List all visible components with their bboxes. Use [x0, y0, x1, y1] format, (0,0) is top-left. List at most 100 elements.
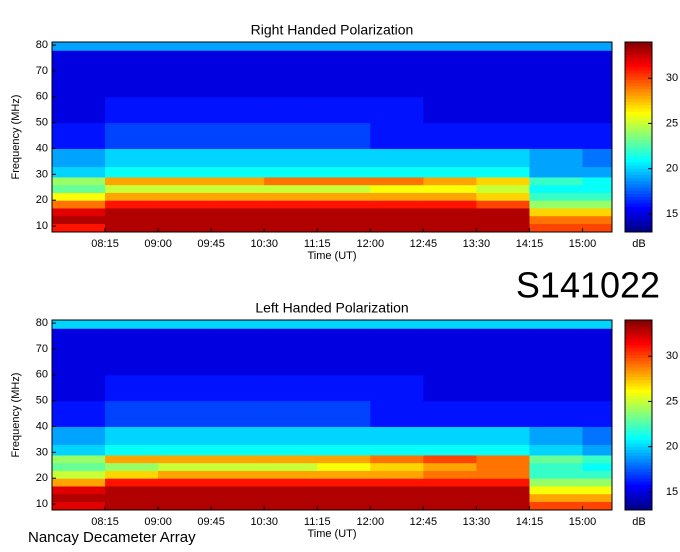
colorbar-slice — [625, 506, 652, 511]
heat-cell — [370, 454, 424, 464]
heat-cell — [264, 166, 318, 178]
colorbar-slice — [625, 358, 652, 362]
colorbar-slice — [625, 411, 652, 416]
heat-cell — [582, 184, 613, 193]
colorbar-slice — [625, 405, 652, 410]
heat-cell — [476, 478, 530, 487]
colorbar-slice — [625, 364, 652, 368]
heat-cell — [52, 501, 106, 511]
heat-cell — [317, 493, 371, 502]
heat-cell — [158, 462, 212, 471]
heat-cell — [476, 485, 530, 495]
heat-cell — [423, 328, 477, 350]
colorbar-slice — [625, 392, 652, 397]
heat-cell — [52, 50, 106, 72]
heat-cell — [211, 444, 265, 456]
colorbar-frame — [624, 319, 653, 511]
heat-cell — [423, 70, 477, 98]
colorbar-slice — [625, 162, 652, 166]
colorbar-tick-label: 20 — [666, 441, 678, 453]
heat-cell — [529, 454, 584, 464]
heat-cell — [476, 426, 530, 446]
colorbar-slice — [625, 61, 652, 65]
colorbar-slice — [625, 197, 652, 201]
heat-cell — [211, 215, 265, 224]
heat-cell — [370, 192, 424, 201]
x-axis-label: Time (UT) — [307, 528, 356, 540]
heat-cell — [370, 200, 424, 209]
heat-cell — [529, 122, 584, 150]
heat-cell — [158, 166, 212, 178]
y-axis-label: Frequency (MHz) — [10, 95, 22, 180]
heat-cell — [105, 348, 159, 376]
heat-cell — [264, 328, 318, 350]
heat-cell — [52, 320, 106, 329]
y-tick-label: 60 — [36, 91, 48, 103]
heat-cell — [582, 478, 613, 487]
colorbar-slice — [625, 408, 652, 413]
colorbar-slice — [625, 181, 652, 185]
heat-cell — [105, 454, 159, 464]
colorbar-slice — [625, 472, 652, 476]
heat-cell — [582, 207, 613, 217]
colorbar-slice — [625, 111, 652, 116]
heat-cell — [370, 184, 424, 193]
heat-cell — [52, 166, 106, 178]
heat-cell — [264, 96, 318, 124]
heat-cell — [264, 320, 318, 329]
heat-cell — [317, 470, 371, 479]
heat-cell — [582, 493, 613, 502]
heat-cell — [423, 400, 477, 428]
x-tick-label: 09:45 — [197, 238, 225, 250]
colorbar-slice — [625, 380, 652, 384]
heat-cell — [264, 70, 318, 98]
heat-cell — [423, 192, 477, 201]
y-tick-label: 30 — [36, 446, 48, 458]
heat-cell — [105, 70, 159, 98]
heat-cell — [582, 454, 613, 464]
heat-cell — [105, 320, 159, 329]
colorbar-slice — [625, 48, 652, 52]
heat-cell — [211, 200, 265, 209]
colorbar-slice — [625, 323, 652, 327]
colorbar-slice — [625, 149, 652, 154]
colorbar-slice — [625, 124, 652, 128]
colorbar-slice — [625, 370, 652, 375]
heat-cell — [158, 122, 212, 150]
colorbar-slice — [625, 440, 652, 444]
heat-cell — [158, 184, 212, 193]
heat-cell — [582, 501, 613, 511]
heat-cell — [317, 200, 371, 209]
heat-cell — [529, 462, 584, 471]
heat-cell — [105, 148, 159, 168]
y-tick-label: 40 — [36, 142, 48, 154]
heat-cell — [423, 374, 477, 402]
plot-frame — [51, 41, 613, 233]
colorbar-slice — [625, 42, 652, 46]
heat-cell — [529, 200, 584, 209]
heat-cell — [582, 462, 613, 471]
heat-cell — [370, 176, 424, 186]
heat-cell — [423, 166, 477, 178]
heat-cell — [317, 184, 371, 193]
heat-cell — [476, 184, 530, 193]
heat-cell — [476, 374, 530, 402]
heat-cell — [423, 493, 477, 502]
colorbar-slice — [625, 57, 652, 62]
heat-cell — [105, 122, 159, 150]
heat-cell — [582, 328, 613, 350]
heat-cell — [423, 176, 477, 186]
heat-cell — [264, 462, 318, 471]
heat-cell — [264, 148, 318, 168]
heat-cell — [52, 96, 106, 124]
heat-cell — [370, 207, 424, 217]
heat-cell — [264, 374, 318, 402]
heat-cell — [370, 470, 424, 479]
colorbar-slice — [625, 54, 652, 59]
heat-cell — [423, 485, 477, 495]
heat-cell — [476, 328, 530, 350]
heat-cell — [476, 42, 530, 51]
heat-cell — [476, 215, 530, 224]
heat-cell — [423, 184, 477, 193]
